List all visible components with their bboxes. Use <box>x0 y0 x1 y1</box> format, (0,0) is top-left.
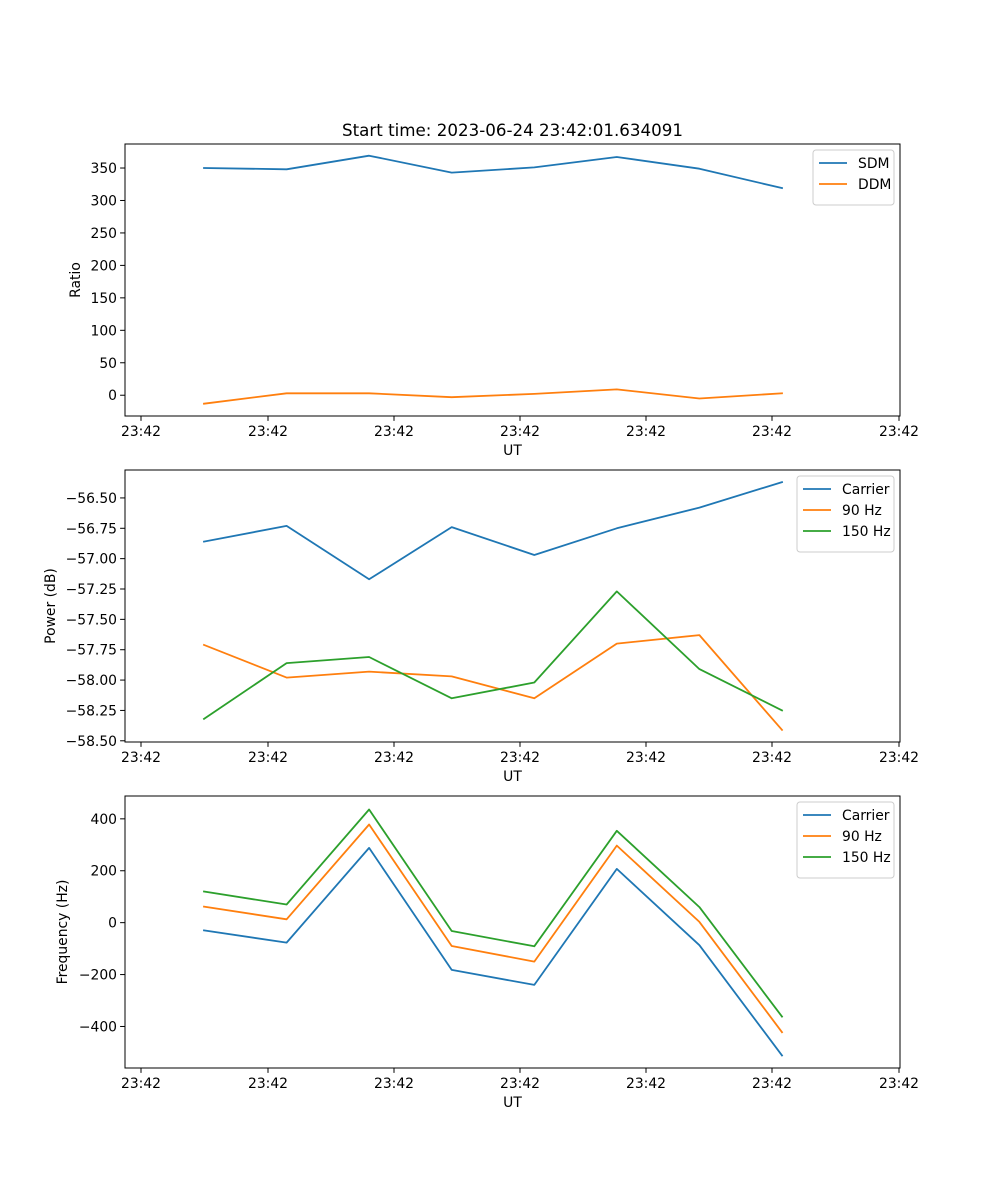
y-tick-label: 200 <box>90 864 117 880</box>
legend-entry: 150 Hz <box>842 850 891 866</box>
x-tick-label: 23:42 <box>121 750 161 766</box>
x-tick-label: 23:42 <box>500 1076 540 1092</box>
ratio-panel: 23:42 23:42 23:42 23:42 23:42 23:42 23:42 0 50 10… <box>68 143 919 459</box>
x-tick-label: 23:42 <box>879 1076 919 1092</box>
power-panel: 23:42 23:42 23:42 23:42 23:42 23:42 23:42−58.5… <box>43 469 919 785</box>
y-tick-label: −56.75 <box>66 521 117 537</box>
y-tick-label: −58.25 <box>66 703 117 719</box>
x-tick-label: 23:42 <box>121 1076 161 1092</box>
y-tick-label: −400 <box>79 1019 117 1035</box>
legend: Carrier 90 Hz 150 Hz <box>796 475 895 553</box>
x-tick-label: 23:42 <box>626 424 666 440</box>
legend: Carrier 90 Hz 150 Hz <box>796 801 895 879</box>
y-axis-label: Power (dB) <box>43 568 59 644</box>
series-line-150-hz <box>202 590 784 721</box>
x-tick-label: 23:42 <box>626 1076 666 1092</box>
x-tick-label: 23:42 <box>879 424 919 440</box>
x-tick-label: 23:42 <box>500 750 540 766</box>
y-axis-label: Frequency (Hz) <box>55 880 71 985</box>
legend: SDM DDM <box>812 149 895 206</box>
x-axis-label: UT <box>503 769 522 785</box>
y-tick-label: 300 <box>90 193 117 209</box>
axes-frame <box>124 143 901 417</box>
x-tick-label: 23:42 <box>879 750 919 766</box>
series-line-90-hz <box>202 634 784 732</box>
y-tick-label: −57.75 <box>66 643 117 659</box>
x-tick-label: 23:42 <box>374 750 414 766</box>
series-line-ddm <box>202 388 783 405</box>
x-tick-label: 23:42 <box>500 424 540 440</box>
x-tick-label: 23:42 <box>248 424 288 440</box>
figure-title: Start time: 2023-06-24 23:42:01.634091 <box>342 120 683 140</box>
x-axis-label: UT <box>503 1095 522 1111</box>
legend-entry: 90 Hz <box>842 829 882 845</box>
y-axis-label: Ratio <box>68 262 84 298</box>
series-line-90-hz <box>202 823 784 1034</box>
series-line-sdm <box>203 154 784 190</box>
x-tick-label: 23:42 <box>752 750 792 766</box>
x-tick-label: 23:42 <box>752 424 792 440</box>
y-tick-label: 50 <box>99 356 117 372</box>
y-tick-label: 0 <box>108 388 117 404</box>
y-tick-label: 350 <box>90 161 117 177</box>
y-tick-label: 100 <box>90 323 117 339</box>
frequency-panel: 23:42 23:42 23:42 23:42 23:42 23:42 23:42 −400 −… <box>55 795 919 1111</box>
axes-frame <box>124 469 901 743</box>
y-tick-label: 200 <box>90 258 117 274</box>
legend-entry: Carrier <box>842 482 890 498</box>
x-tick-label: 23:42 <box>626 750 666 766</box>
y-tick-label: 400 <box>90 812 117 828</box>
series-line-150-hz <box>202 808 784 1018</box>
x-tick-label: 23:42 <box>248 1076 288 1092</box>
y-tick-label: −57.25 <box>66 582 117 598</box>
legend-entry: 90 Hz <box>842 503 882 519</box>
legend-box <box>796 801 895 879</box>
y-tick-label: −200 <box>79 968 117 984</box>
y-tick-label: 0 <box>108 916 117 932</box>
legend-entry: DDM <box>858 177 891 193</box>
x-axis-label: UT <box>503 443 522 459</box>
series-line-carrier <box>202 480 784 581</box>
y-tick-label: −56.50 <box>66 491 117 507</box>
x-tick-label: 23:42 <box>752 1076 792 1092</box>
legend-entry: Carrier <box>842 808 890 824</box>
axes-frame <box>124 795 901 1069</box>
legend-box <box>796 475 895 553</box>
y-tick-label: −57.50 <box>66 612 117 628</box>
legend-entry: SDM <box>858 156 890 172</box>
y-tick-label: 150 <box>90 291 117 307</box>
y-tick-label: −58.50 <box>66 734 117 750</box>
x-tick-label: 23:42 <box>121 424 161 440</box>
y-tick-label: −57.00 <box>66 552 117 568</box>
legend-entry: 150 Hz <box>842 524 891 540</box>
series-line-carrier <box>202 847 784 1057</box>
y-tick-label: 250 <box>90 226 117 242</box>
x-tick-label: 23:42 <box>248 750 288 766</box>
y-tick-label: −58.00 <box>66 673 117 689</box>
x-tick-label: 23:42 <box>374 1076 414 1092</box>
x-tick-label: 23:42 <box>374 424 414 440</box>
